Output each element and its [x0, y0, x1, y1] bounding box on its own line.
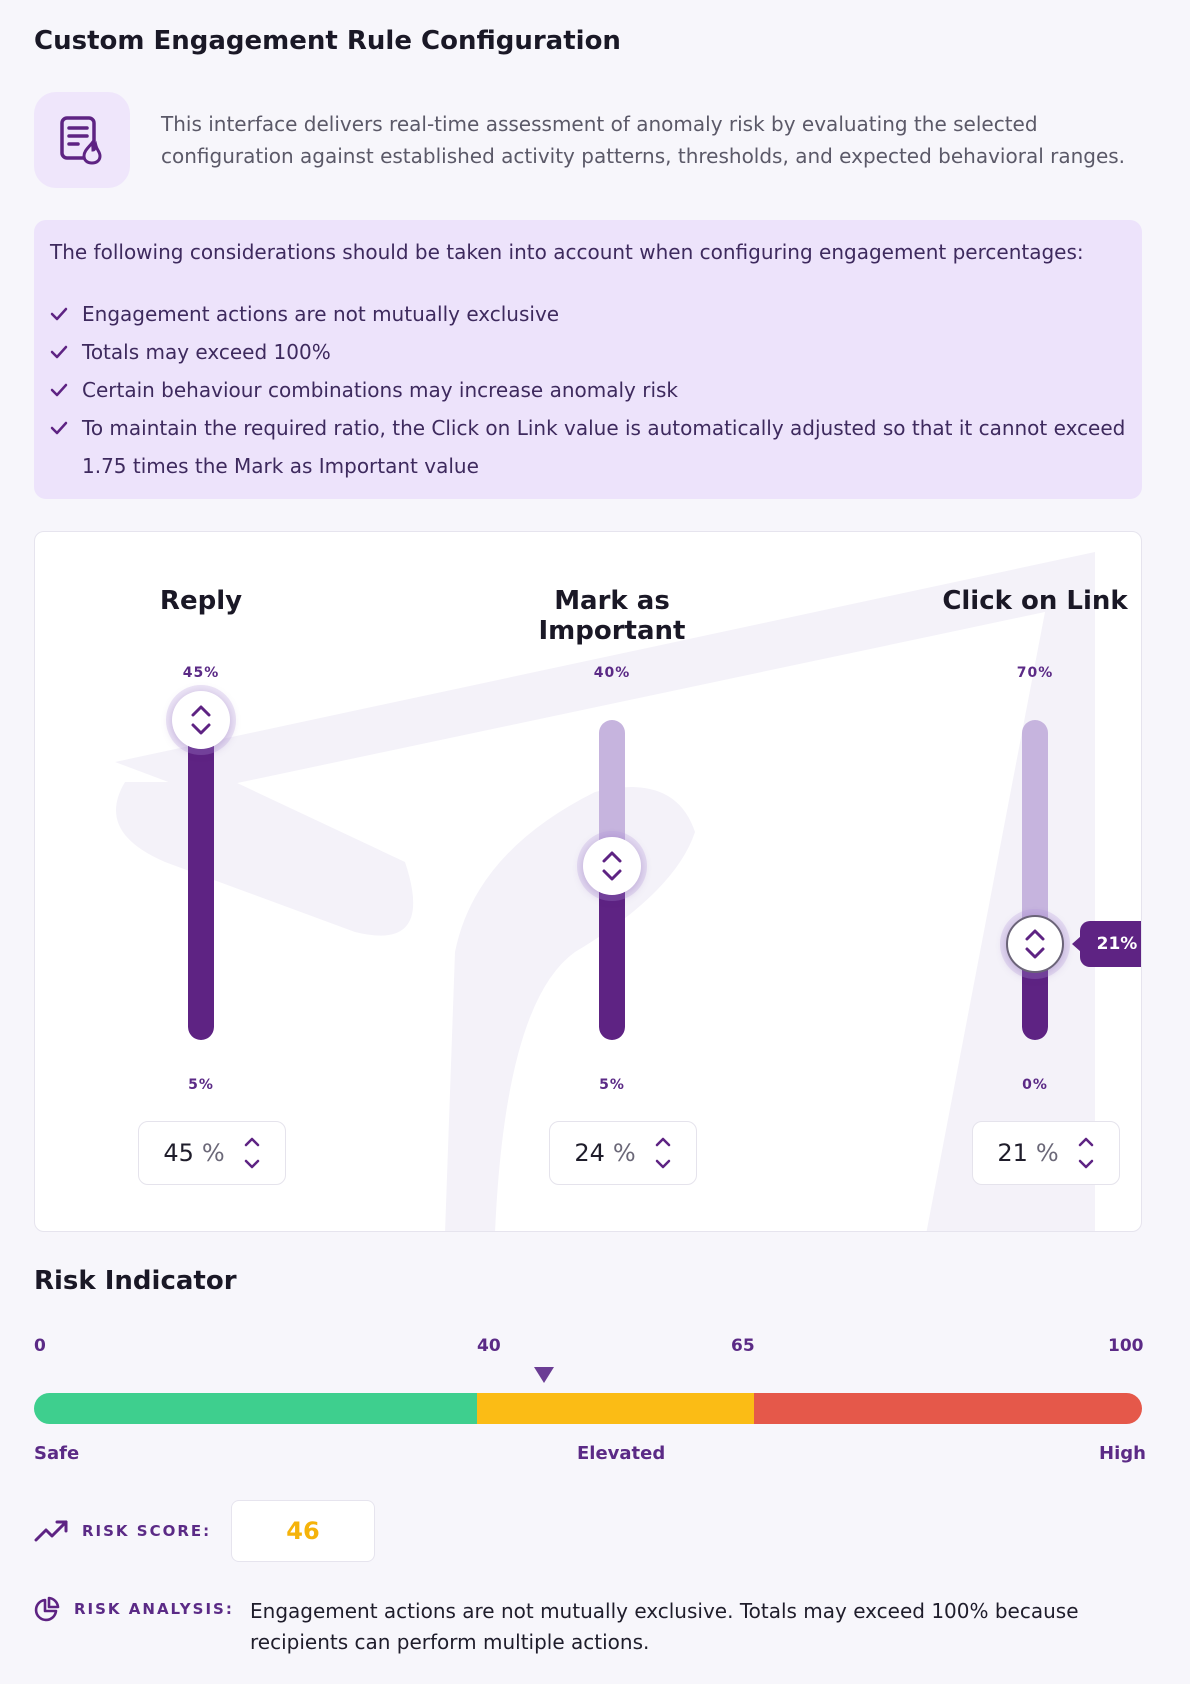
risk-score-label: RISK SCORE: [82, 1522, 212, 1540]
input-value: 45 [163, 1139, 194, 1167]
list-item-text: To maintain the required ratio, the Clic… [82, 416, 1126, 478]
slider-track[interactable] [1022, 720, 1048, 1040]
intro-description: This interface delivers real-time assess… [161, 112, 1126, 168]
page-title: Custom Engagement Rule Configuration [34, 26, 621, 56]
pie-chart-icon [34, 1596, 60, 1622]
list-item: Engagement actions are not mutually excl… [50, 295, 1130, 333]
slider-reply: Reply 45% 5% 45 % [81, 532, 321, 1231]
risk-score-row: RISK SCORE: [34, 1500, 211, 1562]
check-icon [50, 295, 82, 333]
list-item: Certain behaviour combinations may incre… [50, 371, 1130, 409]
risk-segment-high [754, 1393, 1142, 1424]
slider-label: Click on Link [942, 586, 1128, 616]
risk-zone-label: Safe [34, 1443, 80, 1464]
up-down-chevron-icon [191, 705, 211, 735]
risk-analysis-row: RISK ANALYSIS: [34, 1596, 234, 1622]
reply-number-input[interactable]: 45 % [138, 1121, 286, 1185]
risk-segment-elevated [477, 1393, 755, 1424]
slider-thumb[interactable] [172, 691, 230, 749]
risk-indicator-heading: Risk Indicator [34, 1266, 237, 1296]
check-icon [50, 333, 82, 371]
stepper-chevrons-icon[interactable] [243, 1135, 261, 1171]
up-down-chevron-icon [1025, 929, 1045, 959]
slider-label: Reply [159, 586, 243, 616]
slider-fill [188, 720, 214, 1040]
click-link-number-input[interactable]: 21 % [972, 1121, 1120, 1185]
slider-card: Reply 45% 5% 45 % Mark as Important 40% … [34, 531, 1142, 1232]
slider-click-on-link: Click on Link 70% 21% 0% 21 % [915, 532, 1141, 1231]
check-icon [50, 409, 82, 447]
slider-max-label: 40% [593, 665, 631, 681]
slider-label: Mark as Important [538, 586, 686, 646]
trending-up-icon [34, 1520, 68, 1542]
slider-max-label: 70% [1016, 665, 1054, 681]
slider-min-label: 0% [1022, 1077, 1048, 1093]
slider-min-label: 5% [599, 1077, 625, 1093]
risk-analysis-text: Engagement actions are not mutually excl… [250, 1599, 1079, 1654]
risk-tick-label: 0 [34, 1336, 46, 1356]
spinner[interactable] [243, 1135, 261, 1171]
considerations-lead: The following considerations should be t… [50, 240, 1084, 264]
risk-tick-label: 65 [731, 1336, 755, 1356]
list-item-text: Certain behaviour combinations may incre… [82, 378, 679, 402]
list-item-text: Totals may exceed 100% [82, 340, 331, 364]
input-unit: % [201, 1139, 225, 1167]
list-item: To maintain the required ratio, the Clic… [50, 409, 1130, 485]
risk-marker-icon [533, 1367, 554, 1383]
document-flame-icon [34, 92, 130, 188]
risk-bar [34, 1393, 1142, 1424]
slider-max-label: 45% [182, 665, 220, 681]
slider-mark-as-important: Mark as Important 40% 5% 24 % [492, 532, 732, 1231]
considerations-panel: The following considerations should be t… [34, 220, 1142, 499]
input-unit: % [612, 1139, 636, 1167]
risk-segment-safe [34, 1393, 478, 1424]
risk-zone-label: High [1099, 1443, 1146, 1464]
list-item: Totals may exceed 100% [50, 333, 1130, 371]
list-item-text: Engagement actions are not mutually excl… [82, 302, 560, 326]
slider-value-tooltip: 21% [1072, 921, 1141, 967]
slider-fill [599, 866, 625, 1040]
risk-tick-label: 100 [1108, 1336, 1144, 1356]
mark-important-number-input[interactable]: 24 % [549, 1121, 697, 1185]
up-down-chevron-icon [602, 851, 622, 881]
stepper-chevrons-icon[interactable] [654, 1135, 672, 1171]
spinner[interactable] [654, 1135, 672, 1171]
slider-thumb[interactable] [583, 837, 641, 896]
slider-track[interactable] [188, 720, 214, 1040]
check-icon [50, 371, 82, 409]
risk-zone-label: Elevated [577, 1443, 666, 1464]
input-unit: % [1035, 1139, 1059, 1167]
risk-analysis-label: RISK ANALYSIS: [74, 1600, 234, 1618]
risk-tick-label: 40 [477, 1336, 501, 1356]
stepper-chevrons-icon[interactable] [1077, 1135, 1095, 1171]
slider-thumb[interactable] [1006, 915, 1064, 973]
risk-score-value: 46 [231, 1500, 375, 1562]
input-value: 24 [574, 1139, 605, 1167]
spinner[interactable] [1077, 1135, 1095, 1171]
slider-min-label: 5% [188, 1077, 214, 1093]
input-value: 21 [997, 1139, 1028, 1167]
considerations-list: Engagement actions are not mutually excl… [50, 295, 1130, 485]
